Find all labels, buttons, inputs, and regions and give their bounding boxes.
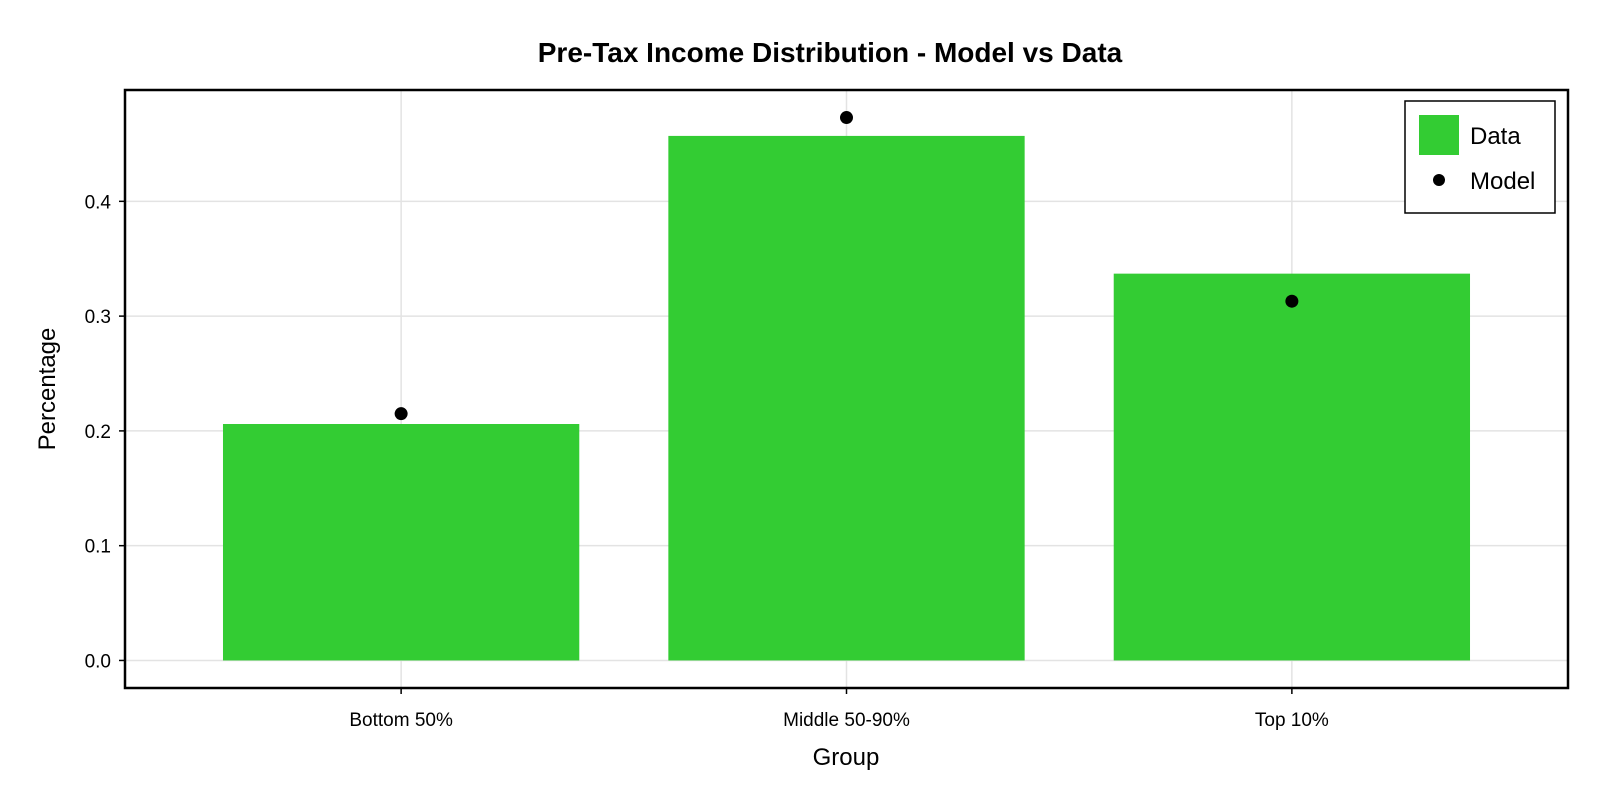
x-axis-label: Group	[813, 744, 880, 771]
model-points	[394, 111, 1299, 421]
bar-data	[222, 424, 580, 661]
legend-swatch-data	[1419, 115, 1459, 155]
point-model	[1285, 294, 1299, 308]
x-tick-label: Bottom 50%	[349, 710, 453, 731]
legend-label-model: Model	[1470, 168, 1535, 195]
y-tick-label: 0.1	[85, 537, 111, 558]
y-axis-label: Percentage	[34, 328, 61, 451]
legend: Data Model	[1404, 100, 1556, 214]
point-model	[840, 111, 853, 125]
legend-label-data: Data	[1470, 123, 1521, 150]
bars	[222, 135, 1471, 661]
x-tick-label: Top 10%	[1255, 710, 1329, 731]
y-tick-label: 0.4	[85, 192, 112, 213]
axis-ticks: 0.0 0.1 0.2 0.3 0.4 Bottom 50% Middle 50-90% To…	[85, 192, 1329, 731]
y-tick-label: 0.3	[85, 307, 111, 328]
y-tick-label: 0.2	[85, 422, 111, 443]
legend-box	[1404, 100, 1556, 214]
legend-swatch-model	[1433, 174, 1445, 186]
bar-data	[668, 135, 1025, 661]
bar-data	[1113, 273, 1471, 661]
x-tick-label: Middle 50-90%	[783, 710, 910, 731]
chart-title: Pre-Tax Income Distribution - Model vs D…	[538, 37, 1123, 68]
y-tick-label: 0.0	[85, 651, 111, 672]
point-model	[394, 407, 408, 421]
